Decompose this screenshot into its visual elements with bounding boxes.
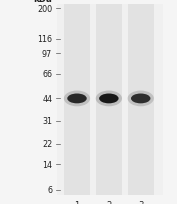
Text: 14: 14 [42, 160, 52, 169]
Text: 6: 6 [47, 185, 52, 194]
Bar [64, 5, 90, 195]
Text: 44: 44 [42, 94, 52, 103]
Bar [128, 5, 154, 195]
Ellipse shape [131, 94, 150, 104]
Text: 3: 3 [138, 200, 143, 204]
Text: kDa: kDa [33, 0, 52, 4]
Text: 66: 66 [42, 70, 52, 79]
Text: 31: 31 [42, 117, 52, 126]
Text: 116: 116 [37, 35, 52, 44]
Text: 1: 1 [74, 200, 80, 204]
Ellipse shape [99, 94, 119, 104]
Ellipse shape [67, 94, 87, 104]
Ellipse shape [128, 91, 154, 107]
Ellipse shape [96, 91, 122, 107]
Bar [96, 5, 122, 195]
Bar [57, 5, 163, 195]
Ellipse shape [64, 91, 90, 107]
Text: 200: 200 [37, 5, 52, 14]
Text: 22: 22 [42, 139, 52, 148]
Text: 97: 97 [42, 50, 52, 59]
Text: 2: 2 [106, 200, 112, 204]
